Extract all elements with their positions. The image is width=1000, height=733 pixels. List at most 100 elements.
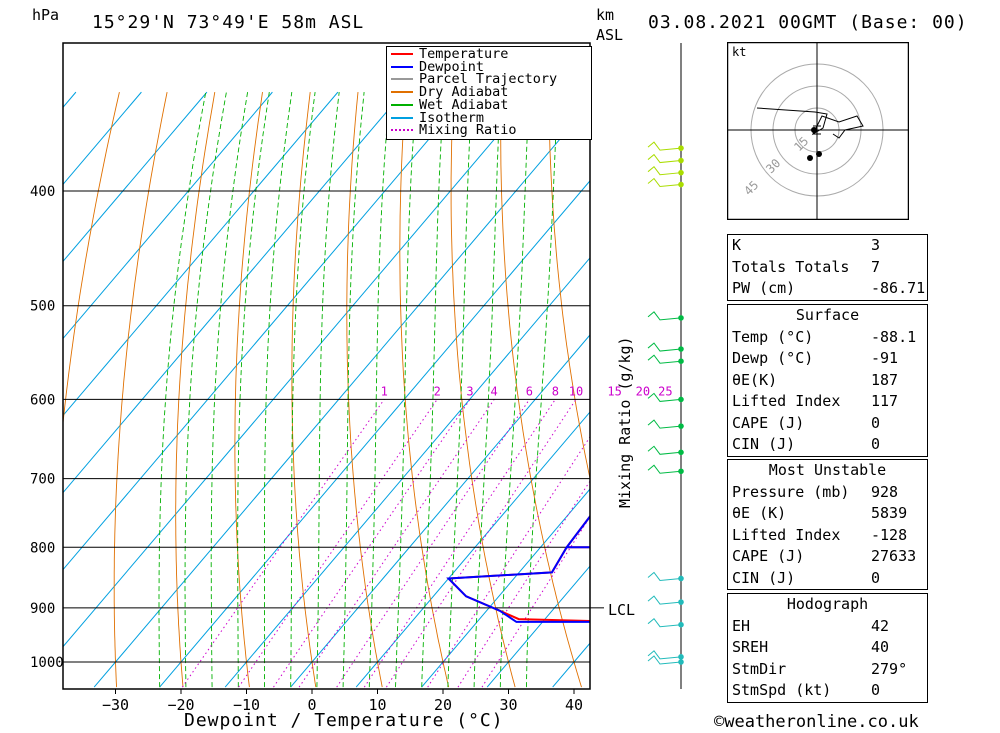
param-value: 187 <box>871 370 899 389</box>
dry-adiabat-line <box>548 92 590 481</box>
param-label: CIN (J) <box>732 435 796 453</box>
wet-adiabat-line <box>158 92 207 688</box>
param-row: CAPE (J) 27633 <box>728 546 927 568</box>
temperature-tick-label: −20 <box>167 696 194 714</box>
dry-adiabat-line <box>113 92 168 688</box>
wind-barb <box>647 342 682 352</box>
param-label: Dewp (°C) <box>732 349 814 367</box>
isotherm-line <box>63 91 535 648</box>
legend-swatch <box>391 78 413 81</box>
height-unit-km: km <box>596 6 615 24</box>
wind-barb <box>647 153 682 164</box>
wind-barb <box>647 311 682 321</box>
mixing-ratio-tick-label: 15 <box>607 384 621 398</box>
legend-label: Dewpoint <box>419 58 485 75</box>
param-value: 3 <box>871 236 881 254</box>
param-label: CAPE (J) <box>732 547 805 565</box>
x-axis-title: Dewpoint / Temperature (°C) <box>184 710 504 731</box>
dry-adiabat-line <box>291 92 317 688</box>
dry-adiabat-line <box>234 92 263 688</box>
legend-label: Dry Adiabat <box>419 84 509 101</box>
mixing-ratio-line <box>385 399 577 688</box>
wet-adiabat-line <box>421 92 445 688</box>
isotherm-line <box>63 91 142 186</box>
wind-barb <box>647 419 682 429</box>
hodograph-point <box>807 155 813 161</box>
temperature-tick-label: 10 <box>368 696 386 714</box>
param-row: EH 42 <box>728 616 927 638</box>
pressure-tick-label: 700 <box>30 472 55 488</box>
param-value: 27633 <box>871 547 917 565</box>
mixing-ratio-line <box>238 399 438 688</box>
wind-barb <box>647 650 682 660</box>
hodograph: kt 15 30 45 <box>727 42 909 220</box>
param-label: StmSpd (kt) <box>732 681 832 699</box>
param-row: Dewp (°C) -91 <box>728 348 927 370</box>
temperature-tick-label: 40 <box>565 696 583 714</box>
legend-item: Dry Adiabat <box>391 84 509 101</box>
mixing-ratio-line <box>427 435 590 688</box>
mixing-ratio-line <box>273 399 471 688</box>
wet-adiabat-line <box>316 92 340 688</box>
param-value: 40 <box>871 638 890 656</box>
wet-adiabat-line <box>237 92 270 688</box>
temperature-tick-label: 20 <box>434 696 452 714</box>
param-row-totals: Totals Totals 7 <box>728 257 927 279</box>
param-row: Pressure (mb) 928 <box>728 482 927 504</box>
credit-link[interactable]: ©weatheronline.co.uk <box>714 712 919 732</box>
param-value: -128 <box>871 525 908 544</box>
legend-label: Wet Adiabat <box>419 96 509 113</box>
mixing-ratio-line <box>481 515 590 688</box>
wind-barb <box>647 595 682 605</box>
most-unstable-table: Most Unstable Pressure (mb) 928 θE (K) 583… <box>727 459 928 590</box>
pressure-tick-label: 1000 <box>30 655 64 671</box>
param-label: Temp (°C) <box>732 327 814 346</box>
param-row: StmDir 279° <box>728 659 927 681</box>
wet-adiabat-line <box>264 92 293 688</box>
param-row: θE(K) 187 <box>728 370 927 392</box>
wind-barb <box>647 165 682 176</box>
dry-adiabat-line <box>500 92 582 688</box>
mixing-ratio-tick-label: 8 <box>552 384 559 398</box>
legend-item: Temperature <box>391 47 508 61</box>
pressure-unit-label: hPa <box>32 6 60 24</box>
isotherm-line <box>93 102 590 688</box>
param-label: CAPE (J) <box>732 413 805 432</box>
wind-barb <box>647 177 682 188</box>
param-label: Lifted Index <box>732 525 841 544</box>
mixing-ratio-tick-label: 20 <box>636 384 650 398</box>
param-row: Temp (°C) -88.1 <box>728 327 927 349</box>
isotherm-line <box>290 334 590 688</box>
pressure-tick-label: 600 <box>30 392 55 408</box>
temperature-tick-label: 30 <box>499 696 517 714</box>
wet-adiabat-line <box>368 92 391 688</box>
wet-adiabat-line <box>395 92 418 688</box>
param-value: 0 <box>871 435 881 453</box>
param-label: SREH <box>732 638 769 656</box>
param-label: K <box>732 236 742 254</box>
legend-swatch <box>391 91 413 94</box>
wet-adiabat-line <box>447 92 473 688</box>
dry-adiabat-line <box>63 92 120 428</box>
hodograph-unit: kt <box>732 45 746 59</box>
most-unstable-title: Most Unstable <box>768 461 887 479</box>
wind-barb <box>647 617 682 628</box>
isotherm-line <box>63 91 273 340</box>
param-row: θE (K) 5839 <box>728 503 927 525</box>
dry-adiabat-line <box>175 92 216 688</box>
wet-adiabat-line <box>210 92 249 688</box>
mixing-ratio-line <box>336 399 530 688</box>
param-value: 42 <box>871 616 890 635</box>
isotherm-line <box>63 91 208 263</box>
datetime-title: 03.08.2021 00GMT (Base: 00) <box>648 12 968 33</box>
param-label: Totals Totals <box>732 257 850 276</box>
param-value: 279° <box>871 659 908 678</box>
param-value: 7 <box>871 257 881 276</box>
isotherm-line <box>355 411 590 688</box>
dewpoint-profile <box>446 514 590 623</box>
surface-title: Surface <box>795 306 860 324</box>
hodograph-point <box>811 127 817 133</box>
mixing-ratio-tick-label: 4 <box>491 384 498 398</box>
legend-swatch <box>391 53 413 55</box>
